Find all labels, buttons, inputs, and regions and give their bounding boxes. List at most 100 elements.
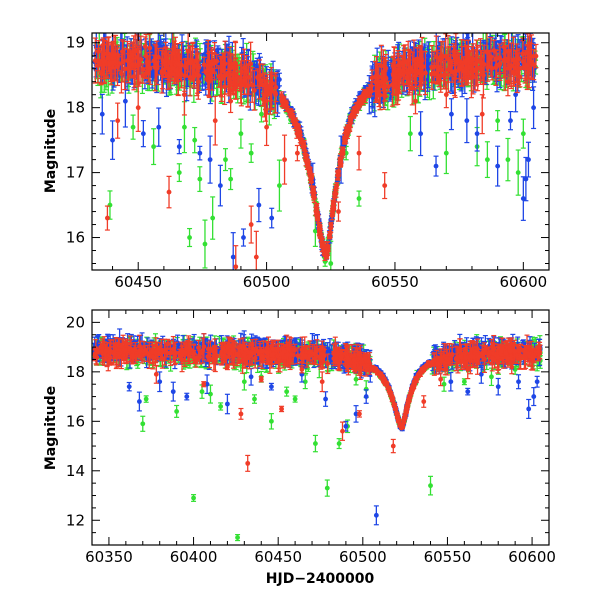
- outlier-point: [156, 107, 162, 147]
- outlier-point: [174, 404, 180, 418]
- data-point: [296, 130, 302, 137]
- data-point: [142, 345, 148, 355]
- data-point: [408, 391, 414, 397]
- bottom-panel-y-axis-label: Magnitude: [43, 386, 59, 470]
- y-tick-label: 18: [66, 363, 85, 381]
- outlier-point: [526, 398, 532, 420]
- outlier-point: [421, 395, 427, 408]
- data-point: [458, 343, 464, 371]
- data-point: [431, 50, 437, 83]
- data-point: [333, 183, 339, 192]
- outlier-point: [253, 230, 259, 270]
- data-point: [354, 102, 360, 113]
- data-point: [496, 55, 502, 76]
- data-point: [512, 339, 518, 363]
- data-point: [395, 415, 401, 421]
- data-point: [191, 58, 197, 74]
- data-point: [218, 56, 224, 103]
- data-point: [130, 351, 136, 364]
- data-point: [405, 399, 411, 405]
- data-point: [315, 214, 321, 224]
- outlier-point: [282, 134, 288, 185]
- outlier-point: [136, 391, 142, 412]
- data-point: [417, 369, 423, 375]
- y-tick-label: 14: [66, 462, 85, 480]
- data-point: [140, 63, 146, 76]
- data-point: [127, 43, 133, 79]
- data-point: [453, 353, 459, 365]
- data-point: [533, 43, 539, 69]
- data-point: [310, 187, 316, 193]
- y-tick-label: 20: [66, 313, 85, 331]
- outlier-point: [478, 364, 484, 384]
- data-point: [313, 204, 319, 212]
- data-point: [302, 352, 308, 360]
- outlier-point: [181, 73, 187, 116]
- outlier-point: [151, 128, 157, 166]
- outlier-point: [443, 81, 449, 109]
- outlier-point: [233, 245, 239, 270]
- data-point: [390, 55, 396, 95]
- outlier-point: [525, 141, 531, 178]
- data-point: [444, 354, 450, 363]
- data-point: [463, 348, 469, 368]
- x-tick-label: 60450: [114, 273, 162, 291]
- data-point: [475, 352, 481, 362]
- data-point: [475, 44, 481, 92]
- data-point: [336, 167, 342, 176]
- outlier-point: [292, 395, 298, 403]
- data-point: [186, 335, 192, 362]
- bottom-panel-points: [92, 328, 543, 542]
- data-point: [295, 347, 301, 365]
- outlier-point: [201, 381, 207, 388]
- outlier-point: [520, 176, 526, 221]
- data-point: [132, 33, 138, 71]
- data-point: [304, 155, 310, 164]
- outlier-point: [192, 126, 198, 154]
- data-point: [288, 109, 294, 118]
- data-point: [152, 43, 158, 92]
- data-point: [325, 246, 331, 253]
- outlier-point: [224, 363, 230, 371]
- data-point: [442, 59, 448, 90]
- data-point: [268, 67, 274, 111]
- data-point: [258, 346, 264, 356]
- outlier-point: [412, 87, 418, 115]
- data-point: [319, 236, 325, 243]
- data-point: [159, 348, 165, 369]
- outlier-point: [428, 475, 434, 496]
- data-point: [452, 62, 458, 80]
- y-tick-label: 16: [66, 229, 85, 247]
- data-point: [381, 376, 387, 382]
- outlier-point: [474, 115, 480, 152]
- data-point: [109, 44, 115, 81]
- data-point: [451, 45, 457, 67]
- data-point: [480, 349, 486, 358]
- data-point: [182, 343, 188, 363]
- outlier-point: [187, 227, 193, 248]
- data-point: [232, 40, 238, 86]
- data-point: [489, 56, 495, 81]
- data-point: [422, 364, 428, 370]
- outlier-point: [107, 190, 113, 220]
- data-point: [292, 343, 298, 357]
- data-point: [332, 336, 338, 363]
- data-point: [249, 341, 255, 365]
- data-point: [510, 36, 516, 84]
- outlier-point: [248, 143, 254, 163]
- outlier-point: [176, 163, 182, 183]
- data-point: [211, 347, 217, 357]
- data-point: [328, 223, 334, 233]
- outlier-point: [256, 187, 262, 223]
- outlier-point: [238, 407, 244, 420]
- data-point: [415, 46, 421, 71]
- outlier-point: [140, 415, 146, 432]
- bottom-panel-frame: [91, 309, 550, 546]
- outlier-point: [438, 372, 444, 387]
- data-point: [170, 33, 176, 76]
- outlier-point: [248, 367, 254, 386]
- data-point: [426, 48, 432, 64]
- data-point: [281, 343, 287, 360]
- data-point: [495, 346, 501, 368]
- outlier-point: [207, 384, 213, 404]
